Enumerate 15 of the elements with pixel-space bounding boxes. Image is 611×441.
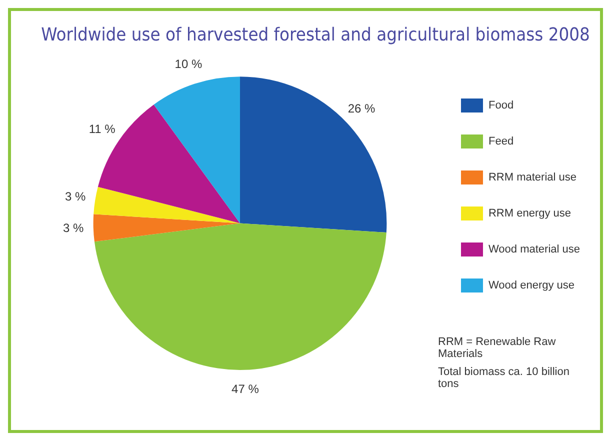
legend-label: Wood material use [488,244,580,256]
data-label: 11 % [88,122,116,136]
data-label: 26 % [348,102,376,116]
text: Total biomass ca. 10 billion tons [438,366,570,390]
chart-title: Worldwide use of harvested forestal and agricultural biomass 2008 [41,24,590,46]
legend-label: Wood energy use [488,280,575,292]
data-label: 3 % [65,190,86,204]
legend-label: Feed [488,136,514,148]
legend-label: Food [488,100,514,112]
data-label: 10 % [174,57,202,72]
data-label: 47 % [232,382,260,396]
data-label: 3 % [63,220,84,235]
text: RRM = Renewable Raw Materials [438,336,557,360]
legend-label: RRM material use [488,172,577,184]
legend-label: RRM energy use [488,208,572,220]
